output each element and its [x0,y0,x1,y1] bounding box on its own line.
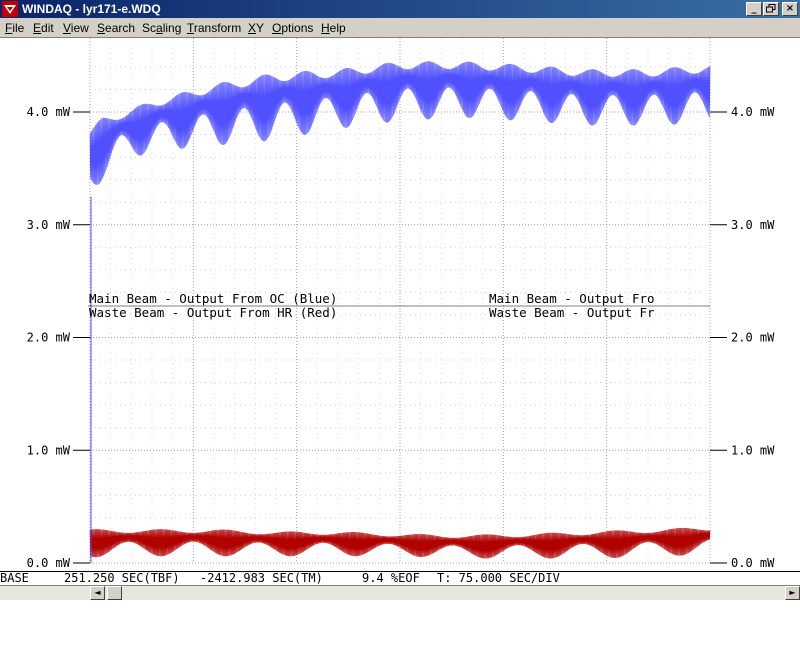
menu-options[interactable]: Options [272,21,313,35]
menu-xy[interactable]: XY [248,21,264,35]
y-tick-label-left: 4.0 mW [27,105,71,119]
status-base: BASE [0,571,29,585]
title-bar: WINDAQ - lyr171-e.WDQ _ × [0,0,800,18]
chart-y-axes: 0.0 mW 0.0 mW 1.0 mW 1.0 mW 2.0 mW 2.0 mW 3.0 … [27,105,775,570]
menu-view[interactable]: View [63,21,89,35]
menu-help-key: H [321,21,330,35]
menu-scaling-label-end: ling [162,21,182,35]
close-button[interactable]: × [782,2,798,16]
menu-scaling[interactable]: Scaling [142,21,181,35]
menu-edit[interactable]: Edit [33,21,54,35]
waste-beam-label: Waste Beam - Output From HR (Red) [89,305,337,320]
status-eof: 9.4 %EOF [362,571,420,585]
menu-bar: File Edit View Search Scaling Transform … [0,18,800,38]
waste-beam-label-repeat: Waste Beam - Output Fr [489,305,655,320]
y-tick-label-right: 4.0 mW [731,105,775,119]
main-beam-label-repeat: Main Beam - Output Fro [489,291,655,306]
menu-edit-key: E [33,21,42,35]
menu-transform-label: ransform [193,21,242,35]
y-tick-label-right: 0.0 mW [731,556,775,570]
menu-edit-label: dit [41,21,54,35]
menu-xy-label: Y [256,21,265,35]
menu-view-key: V [63,21,71,35]
menu-xy-key: X [248,21,257,35]
y-tick-label-left: 1.0 mW [27,443,71,457]
menu-file-label: ile [12,21,25,35]
menu-options-key: O [272,21,282,35]
menu-view-label: iew [70,21,89,35]
status-tm: -2412.983 SEC(TM) [200,571,323,585]
menu-search-key: S [97,21,106,35]
horizontal-scrollbar[interactable]: ◄ ► [0,585,800,600]
y-tick-label-right: 2.0 mW [731,331,775,345]
menu-scaling-label: Sc [142,21,157,35]
menu-transform-key: T [187,21,194,35]
main-beam-label: Main Beam - Output From OC (Blue) [89,291,337,306]
channel-labels: Main Beam - Output From OC (Blue) Waste … [88,291,710,320]
y-tick-label-left: 3.0 mW [27,218,71,232]
y-tick-label-left: 0.0 mW [27,556,71,570]
status-tbf: 251.250 SEC(TBF) [64,571,180,585]
menu-transform[interactable]: Transform [187,21,241,35]
waveform-chart[interactable]: 0.0 mW 0.0 mW 1.0 mW 1.0 mW 2.0 mW 2.0 mW 3.0 … [0,38,800,571]
chart-traces [89,61,711,563]
scroll-thumb[interactable] [107,586,122,600]
menu-file-key: F [5,21,13,35]
maximize-button[interactable] [763,2,779,16]
window-title: WINDAQ - lyr171-e.WDQ [22,2,161,16]
y-tick-label-right: 3.0 mW [731,218,775,232]
menu-options-label: ptions [281,21,314,35]
menu-help-label: elp [329,21,346,35]
status-div: T: 75.000 SEC/DIV [437,571,560,585]
menu-search[interactable]: Search [97,21,135,35]
menu-scaling-key: a [156,21,163,35]
y-tick-label-right: 1.0 mW [731,443,775,457]
waste-beam-trace [89,527,711,559]
windaq-logo-icon [2,1,18,17]
menu-file[interactable]: File [5,21,24,35]
scroll-right-button[interactable]: ► [785,586,800,600]
restore-icon [766,4,776,13]
menu-help[interactable]: Help [321,21,346,35]
main-beam-trace [89,61,711,185]
menu-search-label: earch [105,21,136,35]
status-bar: BASE 251.250 SEC(TBF) -2412.983 SEC(TM) … [0,571,800,586]
minimize-button[interactable]: _ [746,2,762,16]
y-tick-label-left: 2.0 mW [27,331,71,345]
scroll-left-button[interactable]: ◄ [90,586,105,600]
